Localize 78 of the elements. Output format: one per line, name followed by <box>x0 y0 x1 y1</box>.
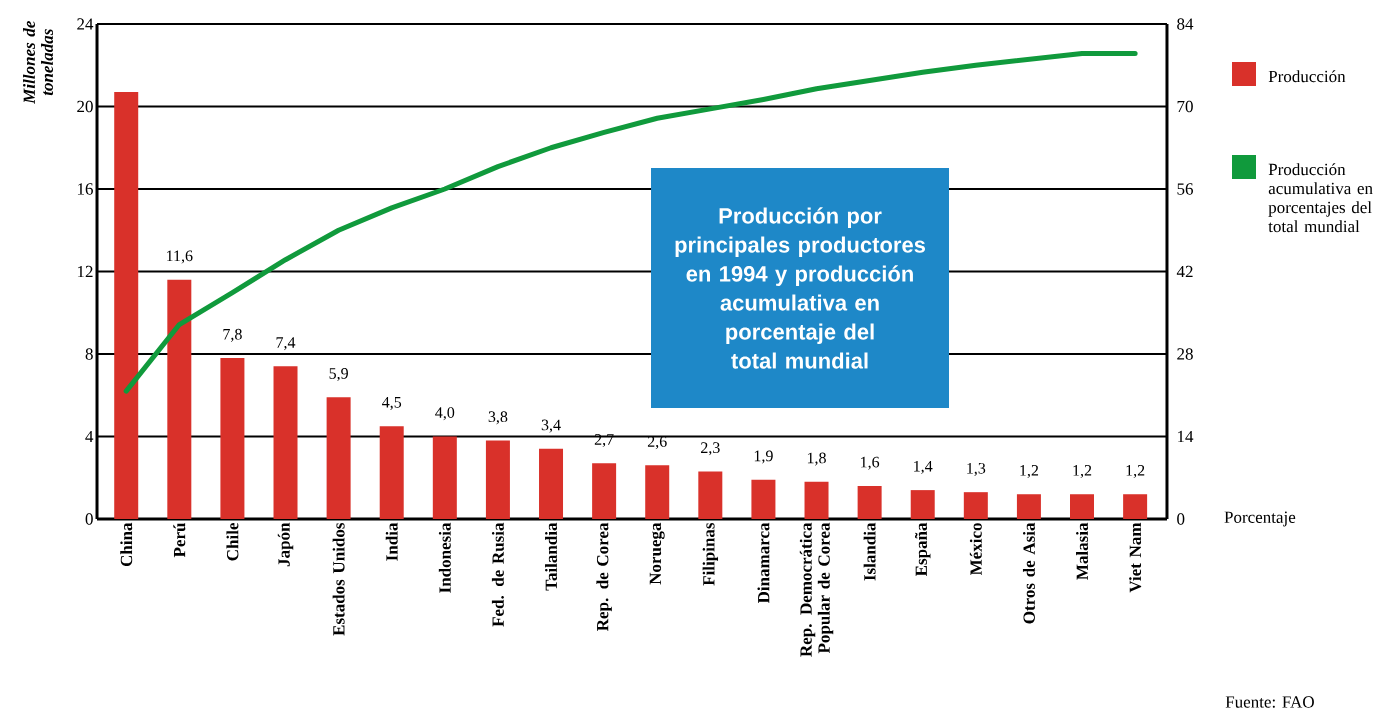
bar <box>751 479 776 519</box>
bar <box>910 490 935 519</box>
bar <box>1123 494 1148 519</box>
data-label: 11,6 <box>167 250 193 264</box>
bar <box>1016 494 1041 519</box>
x-tick-label: Rep. de Corea <box>596 522 612 631</box>
x-tick-label: Islandia <box>863 522 876 581</box>
x-tick-label: India <box>385 522 398 561</box>
bar <box>698 471 723 519</box>
bar <box>326 397 351 519</box>
x-tick-label: Indonesia <box>438 522 451 593</box>
data-label: 4,5 <box>382 396 402 410</box>
y2-tick-label: 0 <box>1177 513 1185 525</box>
data-label: 1,2 <box>1073 464 1092 479</box>
x-tick-label: Japón <box>277 522 294 567</box>
bar <box>167 279 192 519</box>
x-tick-label: Rep. Democrática Popular de Corea <box>799 522 834 657</box>
legend-label: Producción <box>1268 70 1346 83</box>
y2-tick-label: 56 <box>1177 183 1194 195</box>
data-label: 1,6 <box>861 456 880 470</box>
data-label: 7,8 <box>223 328 242 342</box>
bar <box>1070 494 1095 519</box>
y-tick-label: 4 <box>85 430 94 443</box>
y-tick-label: 0 <box>85 513 93 525</box>
text: Producción por principales productores en 1994 y producción acumulativa en porcentaje del total mundial <box>675 207 926 369</box>
x-tick-label: Dinamarca <box>757 522 770 604</box>
x-tick-label: Viet Nam <box>1129 522 1142 593</box>
y-tick-label: 20 <box>77 100 93 113</box>
x-tick-label: China <box>120 522 133 567</box>
y-axis-title: Millones de toneladas <box>23 21 53 104</box>
y-tick-label: 24 <box>77 18 94 30</box>
source-note: Fuente: FAO <box>1225 696 1314 708</box>
y-tick-label: 12 <box>77 265 93 278</box>
bar <box>114 92 139 519</box>
bar <box>592 463 617 519</box>
x-tick-label: México <box>969 523 982 576</box>
x-tick-label: España <box>914 522 931 577</box>
x-tick-label: Fed. de Rusia <box>491 522 504 627</box>
data-label: 3,8 <box>488 411 508 425</box>
y2-axis-title: Porcentaje <box>1224 511 1296 527</box>
bar <box>379 426 404 519</box>
data-label: 7,4 <box>276 337 296 351</box>
x-tick-label: Malasia <box>1076 522 1089 580</box>
x-tick-label: Otros de Asia <box>1022 522 1035 624</box>
data-label: 1,3 <box>967 462 986 476</box>
data-label: 1,9 <box>754 450 773 464</box>
x-tick-label: Tailandia <box>545 522 558 591</box>
bar <box>804 481 829 519</box>
y2-tick-label: 14 <box>1178 430 1194 443</box>
y2-tick-label: 42 <box>1176 265 1193 278</box>
bar <box>645 465 670 519</box>
bar <box>273 366 298 519</box>
y-tick-label: 8 <box>85 348 93 360</box>
x-tick-label: Perú <box>173 522 186 558</box>
bar <box>432 436 457 519</box>
legend-label: Producción acumulativa en porcentajes del total mundial <box>1268 163 1373 233</box>
data-label: 4,0 <box>435 407 455 421</box>
bar <box>857 485 882 519</box>
bar <box>220 358 245 519</box>
y2-tick-label: 84 <box>1177 18 1194 30</box>
data-label: 1,4 <box>914 460 933 474</box>
data-label: 1,8 <box>807 452 826 466</box>
data-label: 3,4 <box>541 419 561 433</box>
bar <box>539 448 564 519</box>
data-label: 1,2 <box>1126 464 1145 479</box>
bar <box>485 440 510 519</box>
y-tick-label: 16 <box>77 183 93 195</box>
data-label: 5,9 <box>329 368 348 382</box>
x-tick-label: Filipinas <box>702 522 719 586</box>
y2-tick-label: 28 <box>1177 348 1193 360</box>
bar <box>963 492 988 519</box>
data-label: 2,3 <box>701 442 720 456</box>
data-label: 1,2 <box>1020 464 1039 479</box>
x-tick-label: Chile <box>226 522 239 561</box>
x-tick-label: Noruega <box>649 522 665 585</box>
x-tick-label: Estados Unidos <box>332 522 345 636</box>
data-label: 2,7 <box>594 434 614 448</box>
y2-tick-label: 70 <box>1177 100 1193 113</box>
